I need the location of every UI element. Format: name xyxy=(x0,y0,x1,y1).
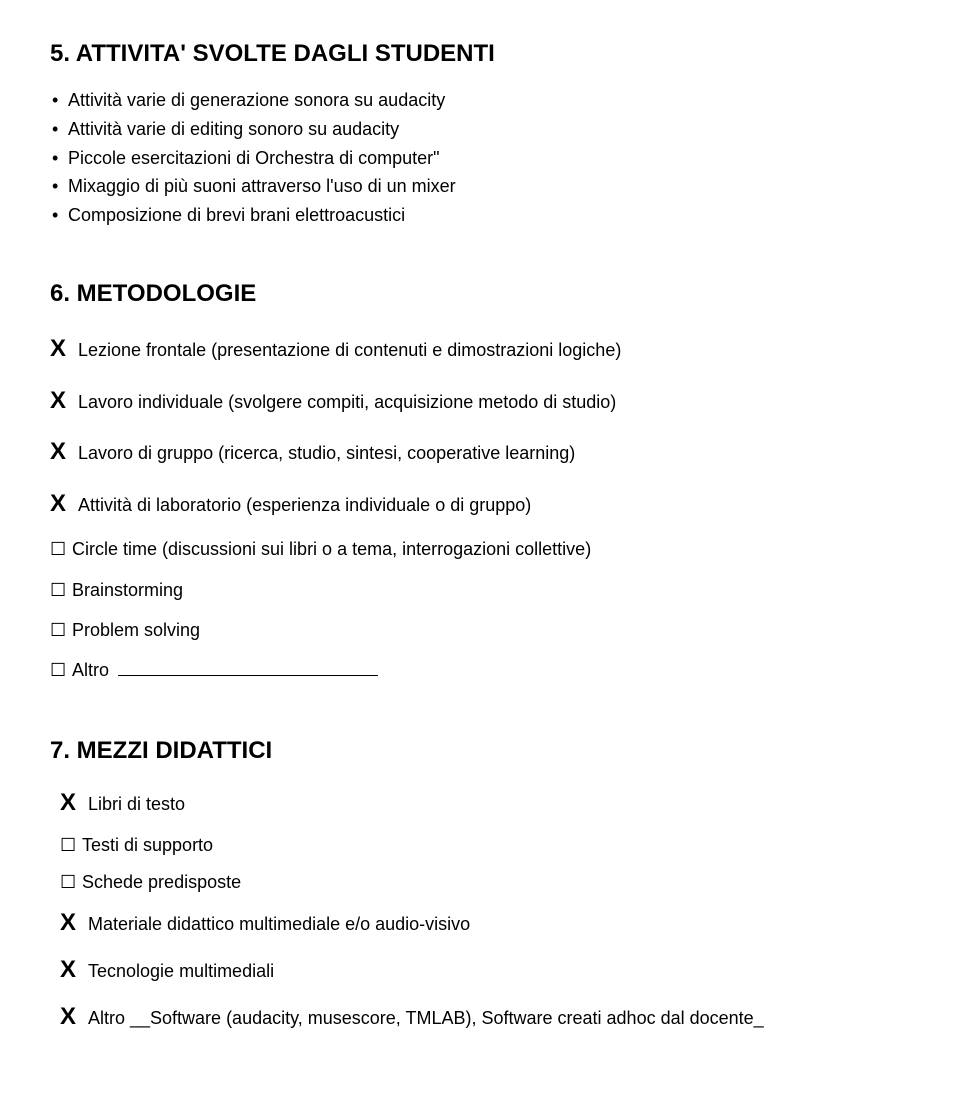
option-marker: X xyxy=(50,429,78,475)
option-row: X Materiale didattico multimediale e/o a… xyxy=(60,903,910,944)
option-row: ☐ Altro xyxy=(50,653,910,687)
option-marker: X xyxy=(60,950,88,991)
option-row: ☐ Testi di supporto xyxy=(60,830,910,861)
option-marker: ☐ xyxy=(60,830,82,861)
bullet-item: Composizione di brevi brani elettroacust… xyxy=(50,201,910,230)
option-row: X Altro __Software (audacity, musescore,… xyxy=(60,997,910,1038)
option-row: X Lavoro di gruppo (ricerca, studio, sin… xyxy=(50,429,910,475)
option-label: Libri di testo xyxy=(88,789,910,820)
bullet-item: Attività varie di generazione sonora su … xyxy=(50,86,910,115)
option-marker: X xyxy=(60,783,88,824)
option-marker: ☐ xyxy=(60,867,82,898)
section-5-bullets: Attività varie di generazione sonora su … xyxy=(50,86,910,230)
option-row: ☐ Schede predisposte xyxy=(60,867,910,898)
bullet-item: Mixaggio di più suoni attraverso l'uso d… xyxy=(50,172,910,201)
option-row: X Attività di laboratorio (esperienza in… xyxy=(50,481,910,527)
option-label: Testi di supporto xyxy=(82,830,910,861)
section-5-heading: 5. ATTIVITA' SVOLTE DAGLI STUDENTI xyxy=(50,40,910,68)
option-row: X Tecnologie multimediali xyxy=(60,950,910,991)
section-6-heading: 6. METODOLOGIE xyxy=(50,280,910,308)
option-row: X Libri di testo xyxy=(60,783,910,824)
option-marker: ☐ xyxy=(50,573,72,607)
option-marker: X xyxy=(50,481,78,527)
option-row: ☐ Problem solving xyxy=(50,613,910,647)
option-marker: ☐ xyxy=(50,653,72,687)
option-label: Altro xyxy=(72,653,910,687)
option-label: Tecnologie multimediali xyxy=(88,956,910,987)
bullet-item: Piccole esercitazioni di Orchestra di co… xyxy=(50,144,910,173)
section-7-options: X Libri di testo ☐ Testi di supporto ☐ S… xyxy=(50,783,910,1037)
bullet-item: Attività varie di editing sonoro su auda… xyxy=(50,115,910,144)
option-marker: X xyxy=(60,903,88,944)
option-label: Materiale didattico multimediale e/o aud… xyxy=(88,909,910,940)
option-label: Circle time (discussioni sui libri o a t… xyxy=(72,532,910,566)
option-text: Altro xyxy=(72,660,109,680)
option-marker: X xyxy=(50,326,78,372)
option-label: Brainstorming xyxy=(72,573,910,607)
option-label: Lezione frontale (presentazione di conte… xyxy=(78,333,910,367)
option-row: X Lavoro individuale (svolgere compiti, … xyxy=(50,378,910,424)
option-marker: ☐ xyxy=(50,532,72,566)
fill-line xyxy=(118,657,378,676)
option-label: Attività di laboratorio (esperienza indi… xyxy=(78,488,910,522)
option-label: Lavoro individuale (svolgere compiti, ac… xyxy=(78,385,910,419)
option-row: X Lezione frontale (presentazione di con… xyxy=(50,326,910,372)
option-label: Problem solving xyxy=(72,613,910,647)
option-label: Schede predisposte xyxy=(82,867,910,898)
section-7-heading: 7. MEZZI DIDATTICI xyxy=(50,737,910,765)
option-marker: ☐ xyxy=(50,613,72,647)
option-marker: X xyxy=(50,378,78,424)
option-label: Altro __Software (audacity, musescore, T… xyxy=(88,1003,910,1034)
option-marker: X xyxy=(60,997,88,1038)
option-row: ☐ Circle time (discussioni sui libri o a… xyxy=(50,532,910,566)
option-label: Lavoro di gruppo (ricerca, studio, sinte… xyxy=(78,436,910,470)
option-row: ☐ Brainstorming xyxy=(50,573,910,607)
section-6-options: X Lezione frontale (presentazione di con… xyxy=(50,326,910,687)
